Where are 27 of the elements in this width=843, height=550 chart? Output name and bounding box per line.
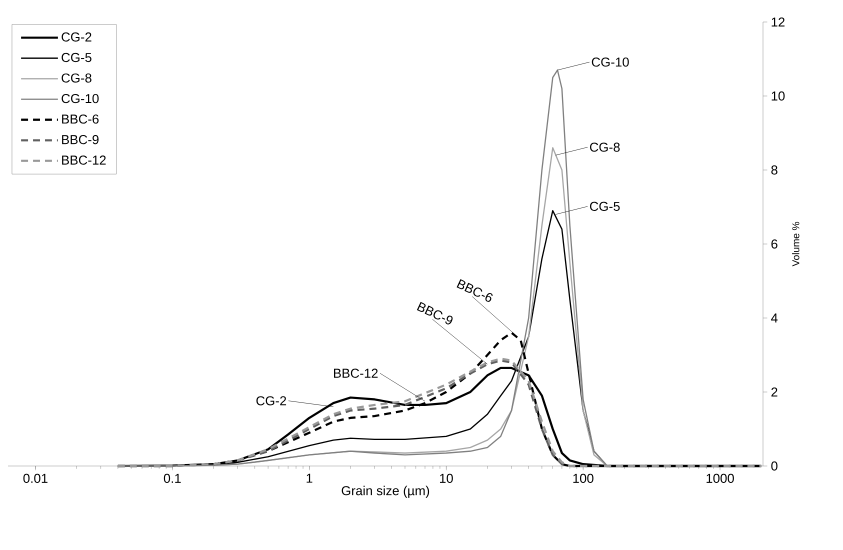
legend-label: BBC-9 xyxy=(62,135,99,144)
y-tick-label: 12 xyxy=(772,17,785,27)
x-tick-label: 0.1 xyxy=(164,474,181,483)
x-tick-label: 10 xyxy=(440,474,453,483)
annotation: BBC-12 xyxy=(334,368,378,378)
y-axis-title: Volume % xyxy=(792,222,800,266)
y-tick-label: 4 xyxy=(771,314,778,322)
annotation: CG-2 xyxy=(256,396,286,406)
annotation: CG-8 xyxy=(590,142,620,152)
legend-label: CG-2 xyxy=(62,32,92,42)
y-tick-label: 10 xyxy=(772,91,785,101)
y-tick-label: 8 xyxy=(771,165,778,175)
x-axis-title: Grain size (µm) xyxy=(342,486,430,498)
legend-label: CG-5 xyxy=(62,52,92,62)
x-tick-label: 1000 xyxy=(706,474,734,483)
x-tick-label: 0.01 xyxy=(23,474,48,483)
legend-label: BBC-6 xyxy=(62,114,99,124)
annotation: CG-10 xyxy=(592,58,629,67)
legend-label: BBC-12 xyxy=(62,156,106,165)
y-tick-label: 0 xyxy=(771,461,778,471)
y-tick-label: 2 xyxy=(771,387,778,397)
x-tick-label: 1 xyxy=(306,474,312,483)
x-tick-label: 100 xyxy=(573,474,594,483)
annotation: CG-5 xyxy=(590,202,620,211)
y-tick-label: 6 xyxy=(771,239,778,249)
legend-label: CG-10 xyxy=(62,94,99,104)
legend-label: CG-8 xyxy=(62,73,92,83)
